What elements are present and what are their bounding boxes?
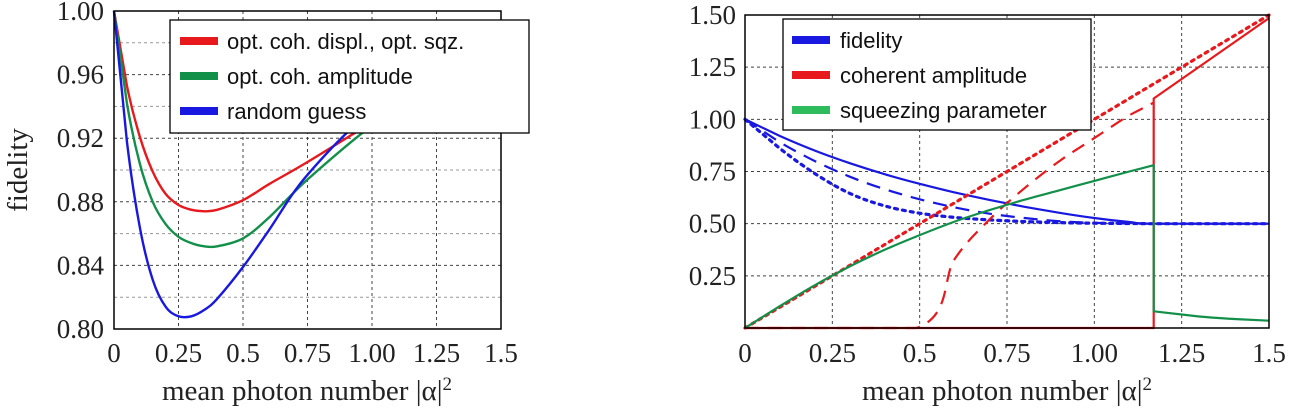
y-tick-label: 0.80 [57, 314, 104, 344]
left-legend: opt. coh. displ., opt. sqz. opt. coh. am… [169, 19, 530, 134]
y-tick-label: 0.84 [57, 250, 105, 280]
series-line-random-guess [112, 10, 502, 319]
x-tick-label: 1.25 [1158, 338, 1205, 368]
y-tick-label: 1.25 [689, 52, 736, 82]
series-line-coherent-amplitude-dashed [745, 101, 1155, 330]
legend-label-opt-coh-displ: opt. coh. displ., opt. sqz. [227, 29, 464, 54]
x-tick-label: 0.5 [226, 338, 260, 368]
y-tick-label: 0.88 [57, 187, 104, 217]
x-tick-label: 0.75 [983, 338, 1030, 368]
legend-label-coherent-amplitude: coherent amplitude [840, 63, 1027, 88]
x-tick-label: 0 [107, 338, 121, 368]
x-tick-label: 1.00 [348, 338, 395, 368]
series-line-fidelity-dotted [743, 117, 1271, 226]
right-legend: fidelity coherent amplitude squeezing pa… [782, 18, 1092, 131]
left-y-axis-label: fidelity [2, 128, 34, 212]
x-tick-label: 1.00 [1071, 338, 1118, 368]
series-line-coherent-amplitude-dotted [743, 13, 1271, 330]
legend-label-random-guess: random guess [227, 99, 366, 124]
y-tick-label: 0.50 [689, 209, 736, 239]
series-line-squeezing-parameter-solid [744, 164, 1270, 329]
y-tick-label: 0.25 [689, 261, 736, 291]
x-tick-label: 0.5 [903, 338, 937, 368]
series-line-fidelity-solid [744, 118, 1269, 225]
right-plot-frame [744, 14, 1270, 329]
y-tick-label: 0.96 [57, 60, 104, 90]
series-line-opt-coh-displ-opt-sqz [112, 10, 502, 213]
x-tick-label: 0 [738, 338, 752, 368]
y-tick-label: 0.92 [57, 123, 104, 153]
legend-label-opt-coh-amplitude: opt. coh. amplitude [227, 64, 413, 89]
legend-label-fidelity: fidelity [840, 28, 902, 53]
left-chart: 0 0.25 0.5 0.75 1.00 1.25 1.5 0.80 0.84 0.88 0.92 0… [2, 0, 530, 407]
left-plot-frame [113, 10, 502, 330]
y-tick-label: 0.75 [689, 157, 736, 187]
x-tick-label: 0.75 [284, 338, 331, 368]
y-tick-label: 1.50 [689, 0, 736, 30]
right-chart: 0 0.25 0.5 0.75 1.00 1.25 1.5 0.25 0.50 0.75 1.00 1… [689, 0, 1286, 407]
x-tick-label: 1.25 [413, 338, 460, 368]
series-line-opt-coh-amplitude [112, 10, 502, 249]
right-x-axis-label: mean photon number |α|2 [862, 374, 1152, 407]
y-tick-label: 1.00 [689, 104, 736, 134]
y-tick-label: 1.00 [57, 0, 104, 26]
x-tick-label: 1.5 [1252, 338, 1286, 368]
x-tick-label: 0.25 [809, 338, 856, 368]
legend-label-squeezing-parameter: squeezing parameter [840, 98, 1047, 123]
x-tick-label: 0.25 [155, 338, 202, 368]
x-tick-label: 1.5 [484, 338, 518, 368]
left-x-axis-label: mean photon number |α|2 [162, 374, 452, 407]
